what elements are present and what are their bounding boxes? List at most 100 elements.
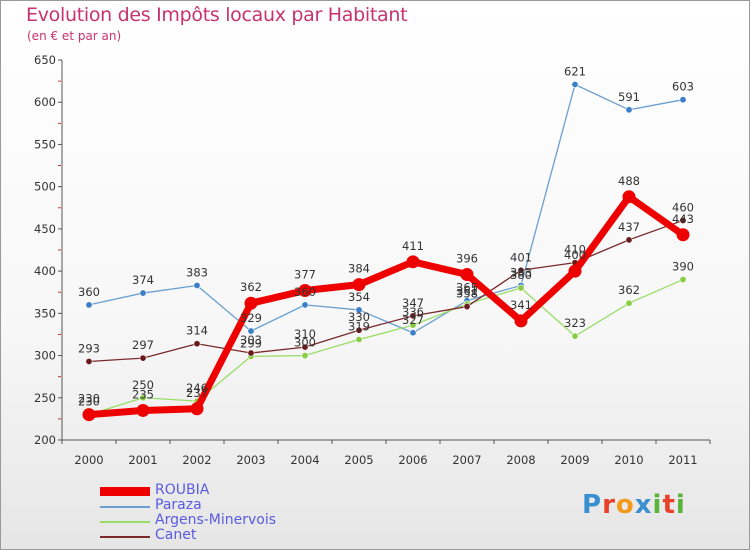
data-point-paraza [247,327,255,335]
legend-swatch-paraza [100,506,150,508]
data-point-roubia [514,314,528,328]
legend-label-argens-minervois: Argens-Minervois [155,512,277,528]
data-label-canet: 401 [510,250,532,264]
data-label-paraza: 374 [132,273,154,287]
x-tick-label: 2003 [236,453,265,467]
data-point-roubia [298,284,312,298]
data-label-roubia: 230 [78,392,100,406]
data-label-paraza: 383 [510,265,532,279]
data-label-roubia: 235 [132,387,154,401]
data-point-roubia [676,228,690,242]
data-label-argens-minervois: 336 [402,305,424,319]
data-label-roubia: 411 [402,239,424,253]
data-label-paraza: 329 [240,311,262,325]
data-label-roubia: 443 [672,212,694,226]
data-label-canet: 303 [240,333,262,347]
data-label-canet: 410 [564,243,586,257]
logo-letter: t [662,490,676,520]
chart-title: Evolution des Impôts locaux par Habitant [26,4,408,26]
logo-letter: x [634,490,653,520]
data-point-paraza [301,301,309,309]
data-label-argens-minervois: 390 [672,260,694,274]
x-tick-label: 2006 [398,453,427,467]
data-point-roubia [190,402,204,416]
data-point-argens-minervois [571,332,579,340]
data-label-paraza: 383 [186,265,208,279]
logo-letter: i [652,490,663,520]
data-label-argens-minervois: 299 [240,336,262,350]
proxiti-logo: Proxiti [582,490,686,520]
data-label-argens-minervois: 230 [78,395,100,409]
data-point-canet [625,236,633,244]
x-tick-label: 2009 [560,453,589,467]
y-tick-label: 550 [34,137,56,151]
data-label-argens-minervois: 250 [132,378,154,392]
data-point-canet [355,326,363,334]
data-point-roubia [406,255,420,269]
data-label-roubia: 396 [456,251,478,265]
data-label-argens-minervois: 246 [186,381,208,395]
data-point-paraza [139,289,147,297]
data-point-argens-minervois [679,276,687,284]
y-tick-label: 650 [34,53,56,67]
data-point-paraza [679,96,687,104]
data-point-argens-minervois [409,321,417,329]
data-point-canet [301,343,309,351]
data-point-canet [463,303,471,311]
data-point-roubia [244,296,258,310]
x-tick-label: 2005 [344,453,373,467]
legend-swatch-roubia [100,487,150,496]
data-point-canet [409,312,417,320]
x-tick-label: 2000 [74,453,103,467]
data-label-argens-minervois: 319 [348,320,370,334]
data-point-argens-minervois [301,352,309,360]
data-label-roubia: 237 [186,386,208,400]
data-label-canet: 293 [78,341,100,355]
data-point-roubia [82,408,96,422]
x-tick-label: 2008 [506,453,535,467]
y-tick-label: 500 [34,180,56,194]
legend-swatch-canet [100,536,150,538]
series-line-paraza [88,83,684,334]
data-label-roubia: 400 [564,248,586,262]
data-label-canet: 347 [402,296,424,310]
x-tick-label: 2007 [452,453,481,467]
data-label-paraza: 365 [456,281,478,295]
series-line-argens-minervois [88,278,684,416]
data-label-roubia: 362 [240,280,262,294]
data-label-argens-minervois: 362 [618,283,640,297]
data-point-canet [193,340,201,348]
legend-label-paraza: Paraza [155,497,202,513]
legend-label-canet: Canet [155,527,197,543]
x-tick-label: 2004 [290,453,319,467]
data-point-roubia [352,278,366,292]
data-label-paraza: 591 [618,90,640,104]
logo-letter: o [615,490,635,520]
data-label-canet: 437 [618,220,640,234]
y-tick-label: 450 [34,222,56,236]
data-label-canet: 330 [348,310,370,324]
data-label-argens-minervois: 300 [294,336,316,350]
data-point-paraza [193,281,201,289]
data-label-canet: 460 [672,200,694,214]
data-point-paraza [571,80,579,88]
data-label-canet: 310 [294,327,316,341]
data-point-roubia [460,267,474,281]
x-tick-label: 2001 [128,453,157,467]
data-point-canet [247,349,255,357]
data-point-argens-minervois [625,299,633,307]
data-point-canet [517,266,525,274]
y-tick-label: 300 [34,349,56,363]
data-label-argens-minervois: 361 [456,284,478,298]
y-tick-label: 200 [34,433,56,447]
legend-swatch-argens-minervois [100,521,150,523]
series-line-roubia [85,193,687,419]
data-label-paraza: 360 [294,285,316,299]
data-point-roubia [568,264,582,278]
data-label-argens-minervois: 323 [564,316,586,330]
data-label-paraza: 327 [402,313,424,327]
data-label-roubia: 377 [294,268,316,282]
chart-subtitle: (en € et par an) [27,29,122,43]
data-point-paraza [409,329,417,337]
